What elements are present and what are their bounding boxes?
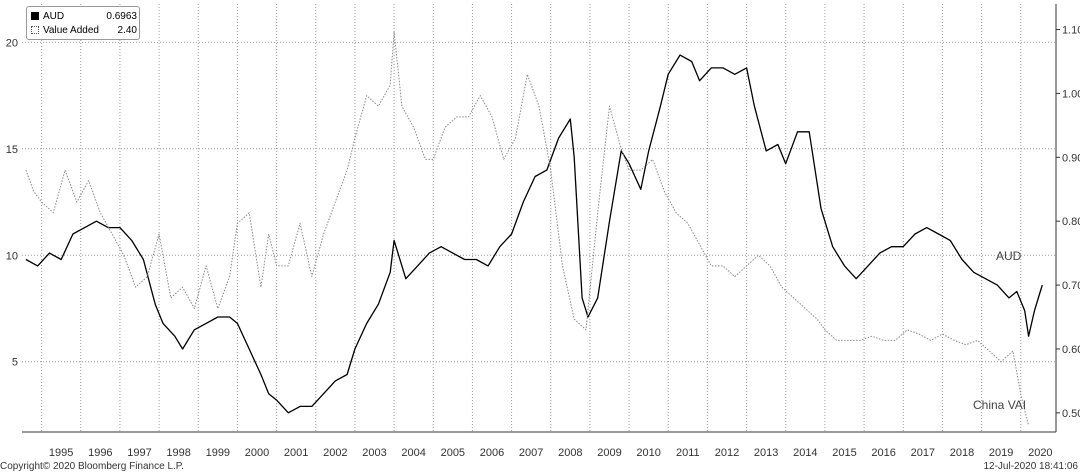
right-tick-label: 1.10 bbox=[1062, 25, 1080, 37]
x-tick-label: 2018 bbox=[950, 447, 974, 459]
right-tick-label: 0.70 bbox=[1062, 280, 1080, 292]
left-tick-label: 20 bbox=[6, 37, 18, 49]
x-tick-label: 2007 bbox=[519, 447, 543, 459]
legend: AUD 0.6963 Value Added 2.40 bbox=[26, 6, 140, 40]
series-lines bbox=[25, 31, 1043, 426]
x-tick-label: 1998 bbox=[166, 447, 190, 459]
x-tick-label: 1999 bbox=[206, 447, 230, 459]
timestamp-text: 12-Jul-2020 18:41:06 bbox=[983, 461, 1078, 472]
x-tick-label: 2019 bbox=[989, 447, 1013, 459]
x-tick-label: 2004 bbox=[401, 447, 425, 459]
legend-value-added-value: 2.40 bbox=[117, 24, 137, 36]
right-tick-label: 0.50 bbox=[1062, 408, 1080, 420]
x-tick-label: 2011 bbox=[676, 447, 700, 459]
series-line-aud bbox=[25, 54, 1043, 414]
x-tick-label: 1995 bbox=[49, 447, 73, 459]
value-added-swatch-icon bbox=[31, 26, 39, 34]
x-tick-label: 2001 bbox=[284, 447, 308, 459]
left-tick-label: 15 bbox=[6, 144, 18, 156]
copyright-text: Copyright© 2020 Bloomberg Finance L.P. bbox=[0, 461, 184, 472]
legend-aud-name: AUD bbox=[43, 10, 65, 22]
x-tick-label: 2003 bbox=[362, 447, 386, 459]
x-tick-label: 2002 bbox=[323, 447, 347, 459]
x-tick-label: 2013 bbox=[754, 447, 778, 459]
right-tick-label: 0.90 bbox=[1062, 152, 1080, 164]
legend-value-added-name: Value Added bbox=[43, 24, 99, 36]
right-tick-label: 1.00 bbox=[1062, 88, 1080, 100]
right-tick-label: 0.80 bbox=[1062, 216, 1080, 228]
x-tick-label: 2020 bbox=[1028, 447, 1052, 459]
series-line-china-vai bbox=[25, 31, 1030, 426]
x-tick-label: 2010 bbox=[636, 447, 660, 459]
x-tick-label: 2000 bbox=[245, 447, 269, 459]
x-tick-label: 2012 bbox=[715, 447, 739, 459]
x-tick-label: 2016 bbox=[871, 447, 895, 459]
aud-swatch-icon bbox=[31, 12, 39, 20]
legend-item-aud: AUD 0.6963 bbox=[31, 9, 137, 23]
left-tick-label: 10 bbox=[6, 250, 18, 262]
x-tick-label: 2008 bbox=[558, 447, 582, 459]
legend-aud-value: 0.6963 bbox=[106, 10, 137, 22]
left-tick-label: 5 bbox=[12, 357, 18, 369]
right-tick-label: 0.60 bbox=[1062, 344, 1080, 356]
axes: 1995 1996 1997 1998 1999 2000 2001 2002 2003 2004… bbox=[6, 4, 1080, 459]
x-tick-label: 2014 bbox=[793, 447, 817, 459]
aud-annotation: AUD bbox=[996, 249, 1022, 263]
legend-item-value-added: Value Added 2.40 bbox=[31, 23, 137, 37]
x-tick-label: 1997 bbox=[127, 447, 151, 459]
china-vai-annotation: China VAI bbox=[973, 398, 1026, 412]
grid-lines bbox=[22, 4, 1056, 432]
x-tick-label: 2005 bbox=[441, 447, 465, 459]
x-tick-label: 1996 bbox=[88, 447, 112, 459]
x-tick-label: 2009 bbox=[597, 447, 621, 459]
x-tick-label: 2006 bbox=[480, 447, 504, 459]
x-tick-label: 2017 bbox=[911, 447, 935, 459]
x-tick-label: 2015 bbox=[832, 447, 856, 459]
